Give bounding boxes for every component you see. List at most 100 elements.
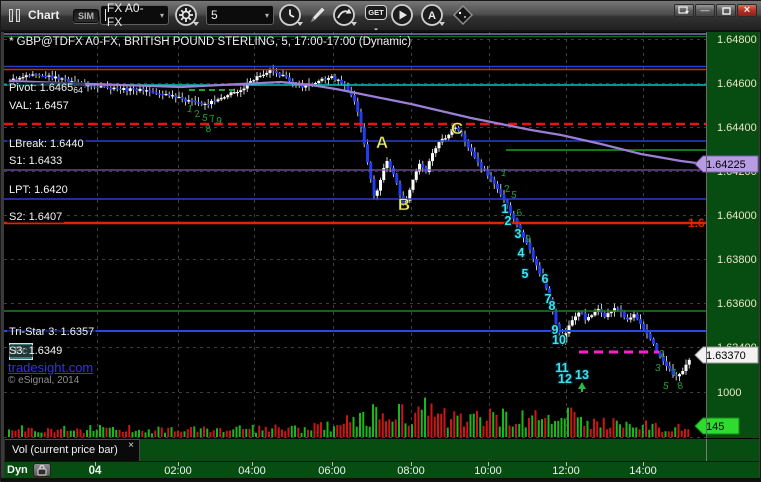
volume-bar: [509, 425, 511, 437]
volume-bar: [512, 427, 514, 437]
volume-bar: [489, 409, 491, 437]
candle-body: [210, 101, 213, 104]
volume-bar: [184, 431, 186, 437]
volume-bar: [473, 414, 475, 437]
volume-bar: [268, 432, 270, 437]
draw-tool-button[interactable]: [304, 3, 330, 28]
volume-bar: [372, 404, 374, 437]
volume-bar: [11, 430, 13, 437]
interval-combo[interactable]: 5 ▾: [206, 5, 274, 25]
volume-bar: [239, 425, 241, 437]
candle-body: [594, 312, 597, 315]
volume-bar: [466, 422, 468, 437]
candle-body: [204, 104, 207, 105]
candle-body: [499, 189, 502, 194]
window-controls: — ×: [673, 4, 757, 17]
volume-bar: [613, 418, 615, 437]
dyn-mode-button[interactable]: Dyn: [7, 464, 28, 476]
volume-bar: [544, 418, 546, 437]
trade-number-annotation: 4: [518, 246, 525, 260]
volume-bar: [359, 413, 361, 437]
candle-body: [51, 76, 54, 79]
volume-pane-tab[interactable]: Vol (current price bar) ×: [4, 439, 140, 462]
candle-body: [584, 313, 587, 320]
volume-bar: [164, 433, 166, 437]
volume-bar: [437, 413, 439, 437]
volume-bar: [297, 428, 299, 437]
maximize-button[interactable]: [716, 4, 736, 17]
candle-body: [44, 76, 47, 77]
volume-bar: [551, 424, 553, 437]
symbol-settings-button[interactable]: [174, 3, 200, 28]
volume-bar: [431, 404, 433, 437]
candle-body: [509, 205, 512, 213]
close-button[interactable]: ×: [737, 4, 757, 17]
candle-body: [379, 180, 382, 191]
candle-body: [126, 88, 129, 91]
candle-body: [568, 325, 571, 333]
candle-body: [119, 89, 122, 90]
candle-body: [223, 97, 226, 98]
price-tag-label: 145: [706, 421, 724, 433]
candle-body: [421, 164, 424, 168]
volume-bar: [366, 426, 368, 437]
volume-bar: [557, 421, 559, 437]
volume-bar: [564, 419, 566, 437]
volume-bar: [362, 412, 364, 437]
candle-body: [278, 73, 281, 75]
play-button[interactable]: [390, 3, 416, 28]
volume-bar: [327, 422, 329, 437]
minimize-button[interactable]: —: [695, 4, 715, 17]
theme-button[interactable]: [450, 3, 476, 28]
candle-body: [28, 75, 31, 76]
time-settings-button[interactable]: [278, 3, 304, 28]
candle-body: [392, 168, 395, 175]
candle-body: [35, 74, 38, 75]
line-tools-button[interactable]: [332, 3, 358, 28]
close-pane-icon[interactable]: ×: [128, 440, 134, 452]
y-axis-label: 1.63800: [717, 254, 757, 266]
volume-bar: [125, 431, 127, 437]
volume-bar: [83, 433, 85, 437]
symbol-combo[interactable]: FX A0-FX ▾: [100, 5, 169, 25]
minimize-icon: —: [701, 6, 710, 15]
candle-body: [103, 86, 106, 87]
auto-format-button[interactable]: A: [420, 3, 446, 28]
candle-body: [431, 153, 434, 161]
volume-bar: [619, 424, 621, 437]
volume-bar: [525, 427, 527, 437]
dock-button[interactable]: [674, 4, 694, 17]
maximize-icon: [722, 7, 731, 15]
lock-button[interactable]: [33, 463, 51, 477]
volume-bar: [193, 426, 195, 437]
candle-body: [31, 74, 34, 75]
candle-body: [67, 79, 70, 83]
tradesight-link[interactable]: tradesight.com: [8, 360, 93, 375]
volume-bar: [119, 430, 121, 437]
volume-bar: [580, 417, 582, 437]
candle-body: [152, 92, 155, 93]
candle-body: [477, 158, 480, 162]
svg-text:A: A: [428, 10, 436, 22]
candle-body: [386, 161, 389, 168]
candle-body: [41, 76, 44, 77]
volume-bar: [115, 430, 117, 437]
candle-body: [259, 76, 262, 77]
candle-body: [470, 148, 473, 152]
volume-bar: [28, 428, 30, 437]
get-data-button[interactable]: GET ▾: [362, 3, 390, 28]
price-axis[interactable]: [707, 32, 759, 438]
chevron-down-icon: [351, 22, 357, 26]
price-tag-label: 1.63370: [706, 350, 746, 362]
volume-bar: [405, 423, 407, 437]
candle-body: [649, 334, 652, 339]
volume-bar: [154, 431, 156, 437]
trade-number-annotation: 12: [558, 372, 572, 386]
volume-bar: [629, 424, 631, 437]
volume-bar: [457, 416, 459, 437]
trade-number-annotation: 5: [522, 267, 529, 281]
volume-bar: [460, 413, 462, 437]
candle-body: [412, 180, 415, 190]
